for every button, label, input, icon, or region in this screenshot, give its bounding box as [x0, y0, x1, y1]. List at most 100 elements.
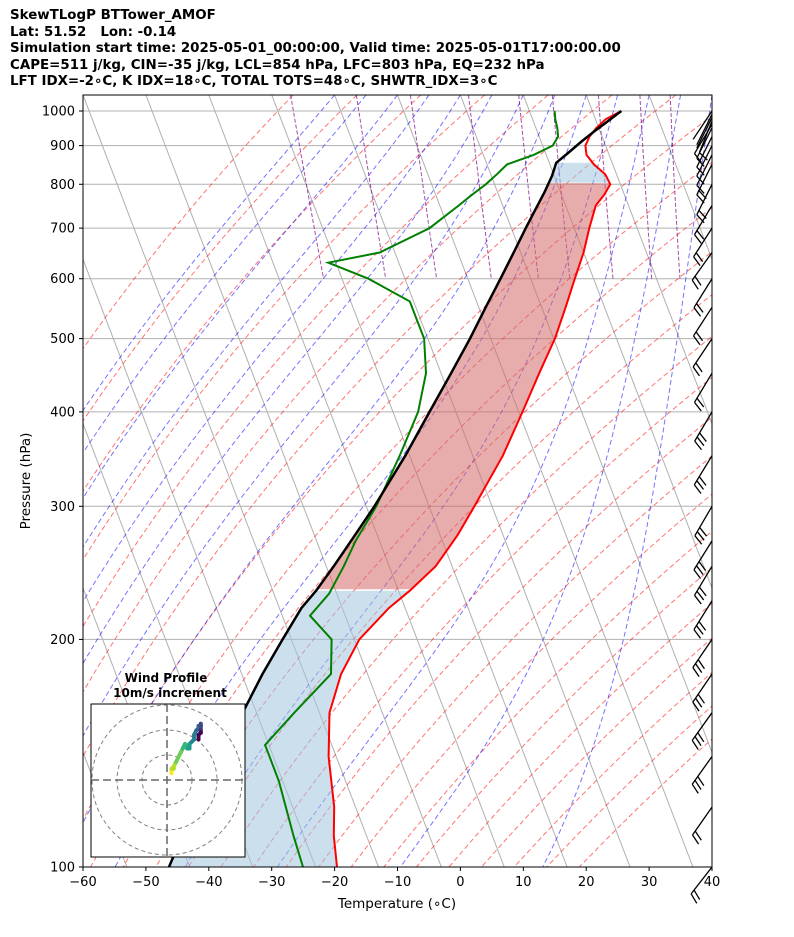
mixing-ratio-line: [669, 95, 681, 279]
wind-barb-flag: [698, 586, 707, 597]
wind-barb-flag: [694, 736, 702, 747]
wind-barb-flag: [693, 889, 701, 900]
moist-adiabat: [114, 95, 587, 867]
wind-barb-flag: [695, 362, 703, 373]
x-tick-label: 40: [704, 875, 721, 890]
dry-adiabat: [83, 95, 485, 561]
inset-title: Wind Profile: [125, 671, 208, 685]
mixing-ratio-line: [639, 95, 653, 279]
wind-barb-flag: [693, 335, 701, 346]
wind-barb-flag: [698, 621, 707, 631]
wind-barb-shaft: [692, 338, 713, 368]
isotherm: [459, 95, 712, 754]
wind-barb-flag: [698, 476, 707, 486]
wind-barb-flag: [693, 629, 702, 639]
moist-adiabat: [83, 95, 335, 412]
x-axis-ticks: −60 −50 −40 −30 −20 −10 0 10 20 30 40: [69, 867, 720, 890]
x-tick-label: 0: [456, 875, 464, 890]
moist-adiabat: [83, 95, 461, 603]
x-tick-label: 30: [641, 875, 658, 890]
wind-barb-shaft: [693, 600, 713, 630]
dry-adiabat: [83, 95, 294, 350]
isotherm: [145, 95, 442, 867]
moist-adiabat: [542, 95, 712, 867]
wind-barb-flag: [699, 432, 707, 442]
wind-barb-flag: [699, 527, 708, 537]
x-axis-label: Temperature (∘C): [337, 896, 456, 912]
parcel-line: [167, 110, 623, 867]
mixing-ratio-line: [355, 95, 387, 279]
wind-profile-inset: Wind Profile 10m/s increment: [90, 671, 246, 858]
wind-barb-flag: [693, 594, 702, 605]
wind-barb-flag: [694, 440, 703, 451]
dry-adiabat: [90, 161, 712, 867]
wind-barb-shaft: [696, 145, 713, 177]
wind-barb-flag: [697, 659, 705, 670]
wind-barb-shaft: [696, 136, 713, 168]
mixing-ratio-line: [468, 95, 492, 279]
y-tick-label: 500: [50, 332, 75, 347]
wind-barb-flag: [696, 436, 705, 447]
wind-barb-flag: [695, 252, 704, 262]
isotherm: [711, 95, 712, 97]
wind-barb-flag: [697, 776, 705, 787]
station-title: SkewTLogP BTTower_AMOF: [10, 8, 216, 23]
wind-barb-flag: [695, 565, 704, 575]
indices-line-2: LFT IDX=-2∘C, K IDX=18∘C, TOTAL TOTS=48∘…: [10, 74, 498, 89]
x-tick-label: −40: [195, 875, 222, 890]
wind-barb-flag: [696, 480, 704, 490]
moist-adiabat: [83, 95, 493, 665]
wind-barb-flag: [693, 484, 702, 494]
wind-barb-flag: [693, 256, 701, 267]
wind-barb-flag: [694, 663, 703, 674]
cape-fill: [317, 183, 611, 590]
wind-barb-flag: [698, 561, 707, 571]
wind-barb-flag: [694, 830, 702, 841]
mixing-ratio-line: [409, 95, 438, 279]
wind-barb-flag: [691, 834, 700, 845]
wind-barb-shaft: [696, 164, 713, 196]
wind-barb-flag: [692, 667, 700, 677]
y-tick-label: 200: [50, 633, 75, 648]
wind-barbs: [690, 110, 713, 904]
wind-barb-flag: [693, 307, 702, 317]
dry-adiabat: [83, 95, 358, 422]
y-tick-label: 300: [50, 500, 75, 515]
x-tick-label: 20: [578, 875, 595, 890]
y-tick-label: 700: [50, 222, 75, 237]
wind-barb-shaft: [696, 127, 713, 159]
wind-barb-shaft: [696, 183, 713, 215]
dry-adiabat: [83, 95, 422, 492]
time-line: Simulation start time: 2025-05-01_00:00:…: [10, 41, 621, 56]
wind-barb-flag: [695, 625, 704, 635]
moist-adiabat: [83, 95, 367, 454]
wind-barb-flag: [696, 531, 705, 541]
wind-barb-shaft: [694, 411, 713, 442]
wind-barb-shaft: [692, 306, 713, 337]
y-axis-ticks: 1000 900 800 700 600 500 400 300 200 100: [42, 105, 83, 876]
wind-barb-flag: [691, 279, 699, 290]
wind-barb-flag: [696, 590, 705, 601]
cin-fill-low: [548, 162, 610, 183]
x-tick-label: −60: [69, 875, 96, 890]
y-tick-label: 400: [50, 405, 75, 420]
wind-barb-shaft: [696, 114, 713, 146]
wind-barb-shaft: [692, 639, 713, 668]
wind-barb-shaft: [693, 565, 713, 596]
wind-barb-shaft: [693, 124, 713, 154]
isotherm: [648, 95, 712, 261]
wind-barb-shaft: [693, 540, 713, 571]
wind-barb-shaft: [691, 806, 713, 836]
moist-adiabat: [83, 95, 398, 499]
dry-adiabat: [578, 738, 712, 867]
dry-adiabat: [83, 114, 712, 821]
wind-barb-flag: [692, 366, 700, 377]
wind-barb-flag: [694, 535, 703, 545]
wind-barb-flag: [695, 303, 704, 313]
y-tick-label: 900: [50, 139, 75, 154]
wind-barb-flag: [694, 697, 703, 708]
wind-barb-flag: [696, 184, 705, 194]
y-axis-label: Pressure (hPa): [18, 433, 34, 530]
wind-barb-flag: [691, 739, 699, 750]
